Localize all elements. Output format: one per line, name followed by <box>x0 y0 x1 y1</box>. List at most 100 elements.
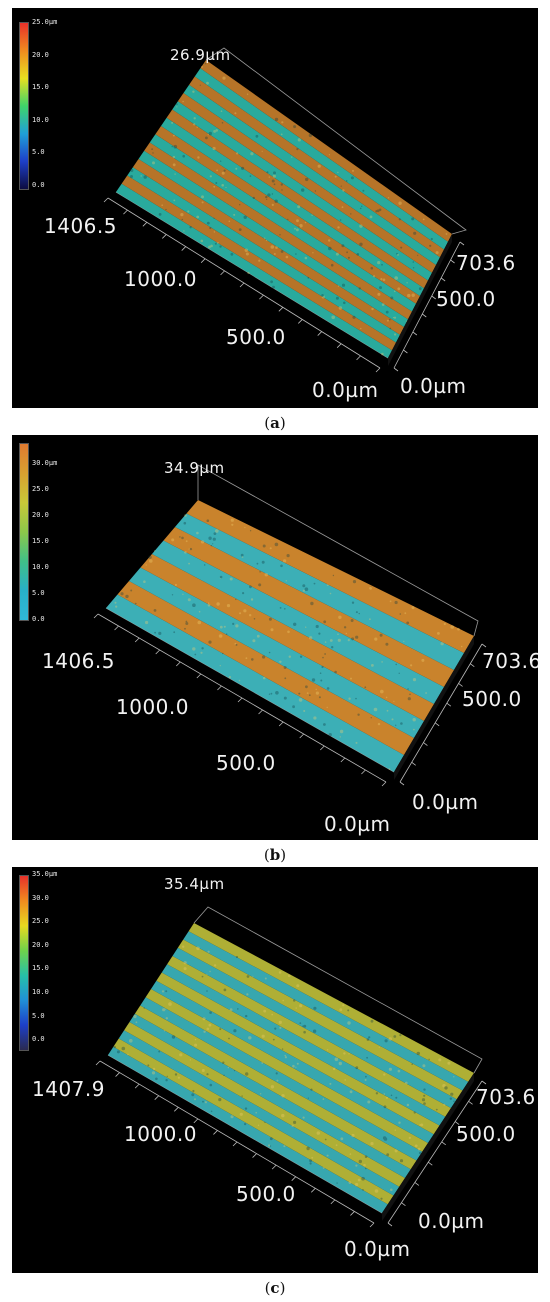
color-scale-tick: 15.0 <box>32 83 49 91</box>
x-extent-label-c: 1407.9 <box>32 1077 105 1101</box>
surface-band <box>108 1046 388 1213</box>
color-scale-tick: 20.0 <box>32 940 49 949</box>
y-zero-label-b: 0.0µm <box>412 790 479 814</box>
surface-band <box>129 1013 411 1178</box>
z-max-label-b: 34.9µm <box>164 459 225 477</box>
surface-band <box>116 183 392 358</box>
y-tick-500-label-c: 500.0 <box>456 1122 516 1146</box>
surface-plot-b <box>93 464 487 787</box>
color-scale-tick: 20.0 <box>32 50 49 59</box>
surface-band <box>177 939 463 1100</box>
surface-band <box>200 60 452 242</box>
x-axis-ticks <box>103 197 381 373</box>
surface-plot-panel-b: 30.0µm 25.0 20.0 15.0 10.0 5.0 0.0 34.9µm 1406… <box>12 435 538 840</box>
y-tick-500-label-a: 500.0 <box>436 287 496 311</box>
x-zero-label-c: 0.0µm <box>344 1237 411 1261</box>
surface-side-wall <box>394 636 474 780</box>
color-scale-tick: 15.0 <box>32 964 49 973</box>
surface-band <box>194 68 448 250</box>
surface-plot-panel-a: 25.0µm 20.0 15.0 10.0 5.0 0.0 26.9µm 1406.5 1… <box>12 8 538 408</box>
surface-band <box>140 997 423 1161</box>
color-scale-tick: 15.0 <box>32 537 49 545</box>
z-max-label-c: 35.4µm <box>164 875 225 893</box>
surface-band <box>118 1030 400 1196</box>
z-max-label-a: 26.9µm <box>170 46 231 64</box>
x-zero-label-b: 0.0µm <box>324 812 391 836</box>
x-extent-label-a: 1406.5 <box>44 214 117 238</box>
surface-band <box>149 134 416 312</box>
surface-band <box>177 93 436 273</box>
y-extent-label-c: 703.6 <box>476 1085 536 1109</box>
surface-band <box>155 126 420 304</box>
surface-band <box>161 964 446 1126</box>
surface-side-wall <box>388 234 452 366</box>
y-axis-ticks <box>399 643 487 786</box>
surface-texture <box>114 514 463 770</box>
y-extent-label-a: 703.6 <box>456 251 516 275</box>
surface-band <box>129 567 424 738</box>
surface-band <box>161 117 424 296</box>
color-scale-tick: 35.0µm <box>32 870 58 878</box>
surface-texture <box>130 63 448 356</box>
surface-band <box>163 527 454 687</box>
surface-band <box>189 76 444 258</box>
color-scale-tick: 5.0 <box>32 148 45 156</box>
surface-band <box>166 109 428 289</box>
caption-c: (c) <box>264 1279 286 1297</box>
color-scale-tick: 25.0µm <box>32 18 58 26</box>
caption-b: (b) <box>263 846 287 864</box>
color-scale-tick: 0.0 <box>32 615 45 623</box>
surface-band <box>175 513 464 670</box>
surface-band <box>145 989 428 1152</box>
color-scale-tick: 0.0 <box>32 180 45 189</box>
color-scale-tick: 10.0 <box>32 563 49 571</box>
x-tick-500-label-a: 500.0 <box>226 325 286 349</box>
surface-band <box>134 1005 417 1170</box>
x-tick-1000-label-b: 1000.0 <box>116 695 189 719</box>
color-scale-bar-c <box>19 875 29 1051</box>
color-scale-tick: 0.0 <box>32 1035 45 1044</box>
color-scale-tick: 10.0 <box>32 988 49 996</box>
surface-band <box>117 581 414 755</box>
y-axis-ticks <box>393 241 465 372</box>
color-scale-bar-a <box>19 22 29 190</box>
surface-band <box>124 1022 405 1187</box>
surface-band <box>106 594 404 772</box>
surface-band <box>183 931 469 1091</box>
surface-band <box>172 947 457 1108</box>
surface-band <box>144 142 412 320</box>
surface-texture <box>113 945 455 1200</box>
y-tick-500-label-b: 500.0 <box>462 687 522 711</box>
surface-band <box>127 167 400 343</box>
y-axis-ticks <box>387 1080 487 1227</box>
surface-stripes <box>116 60 452 358</box>
surface-band <box>188 923 474 1082</box>
surface-stripes <box>106 500 474 772</box>
surface-plot-panel-c: 35.0µm 30.0 25.0 20.0 15.0 10.0 5.0 0.0 35.4µm … <box>12 867 538 1273</box>
surface-band <box>113 1038 394 1205</box>
surface-band <box>121 175 396 351</box>
color-scale-tick: 20.0 <box>32 511 49 519</box>
color-scale-tick: 5.0 <box>32 589 45 597</box>
caption-a: (a) <box>264 414 286 432</box>
surface-plot-c <box>95 906 487 1228</box>
color-scale-tick: 5.0 <box>32 1011 45 1020</box>
y-zero-label-c: 0.0µm <box>418 1209 485 1233</box>
x-tick-1000-label-a: 1000.0 <box>124 267 197 291</box>
y-zero-label-a: 0.0µm <box>400 374 467 398</box>
x-zero-label-a: 0.0µm <box>312 378 379 402</box>
surface-plot-a <box>103 47 467 373</box>
color-scale-tick: 10.0 <box>32 115 49 124</box>
color-scale-tick: 25.0 <box>32 485 49 493</box>
surface-band <box>140 554 434 721</box>
y-extent-label-b: 703.6 <box>482 649 538 673</box>
color-scale-bar-b <box>19 443 29 621</box>
surface-band <box>156 972 440 1135</box>
surface-band <box>167 956 451 1117</box>
surface-band <box>183 84 440 265</box>
x-extent-label-b: 1406.5 <box>42 649 115 673</box>
surface-band <box>132 159 404 335</box>
x-tick-1000-label-c: 1000.0 <box>124 1122 197 1146</box>
surface-band <box>138 150 408 327</box>
surface-side-wall <box>382 1073 474 1221</box>
